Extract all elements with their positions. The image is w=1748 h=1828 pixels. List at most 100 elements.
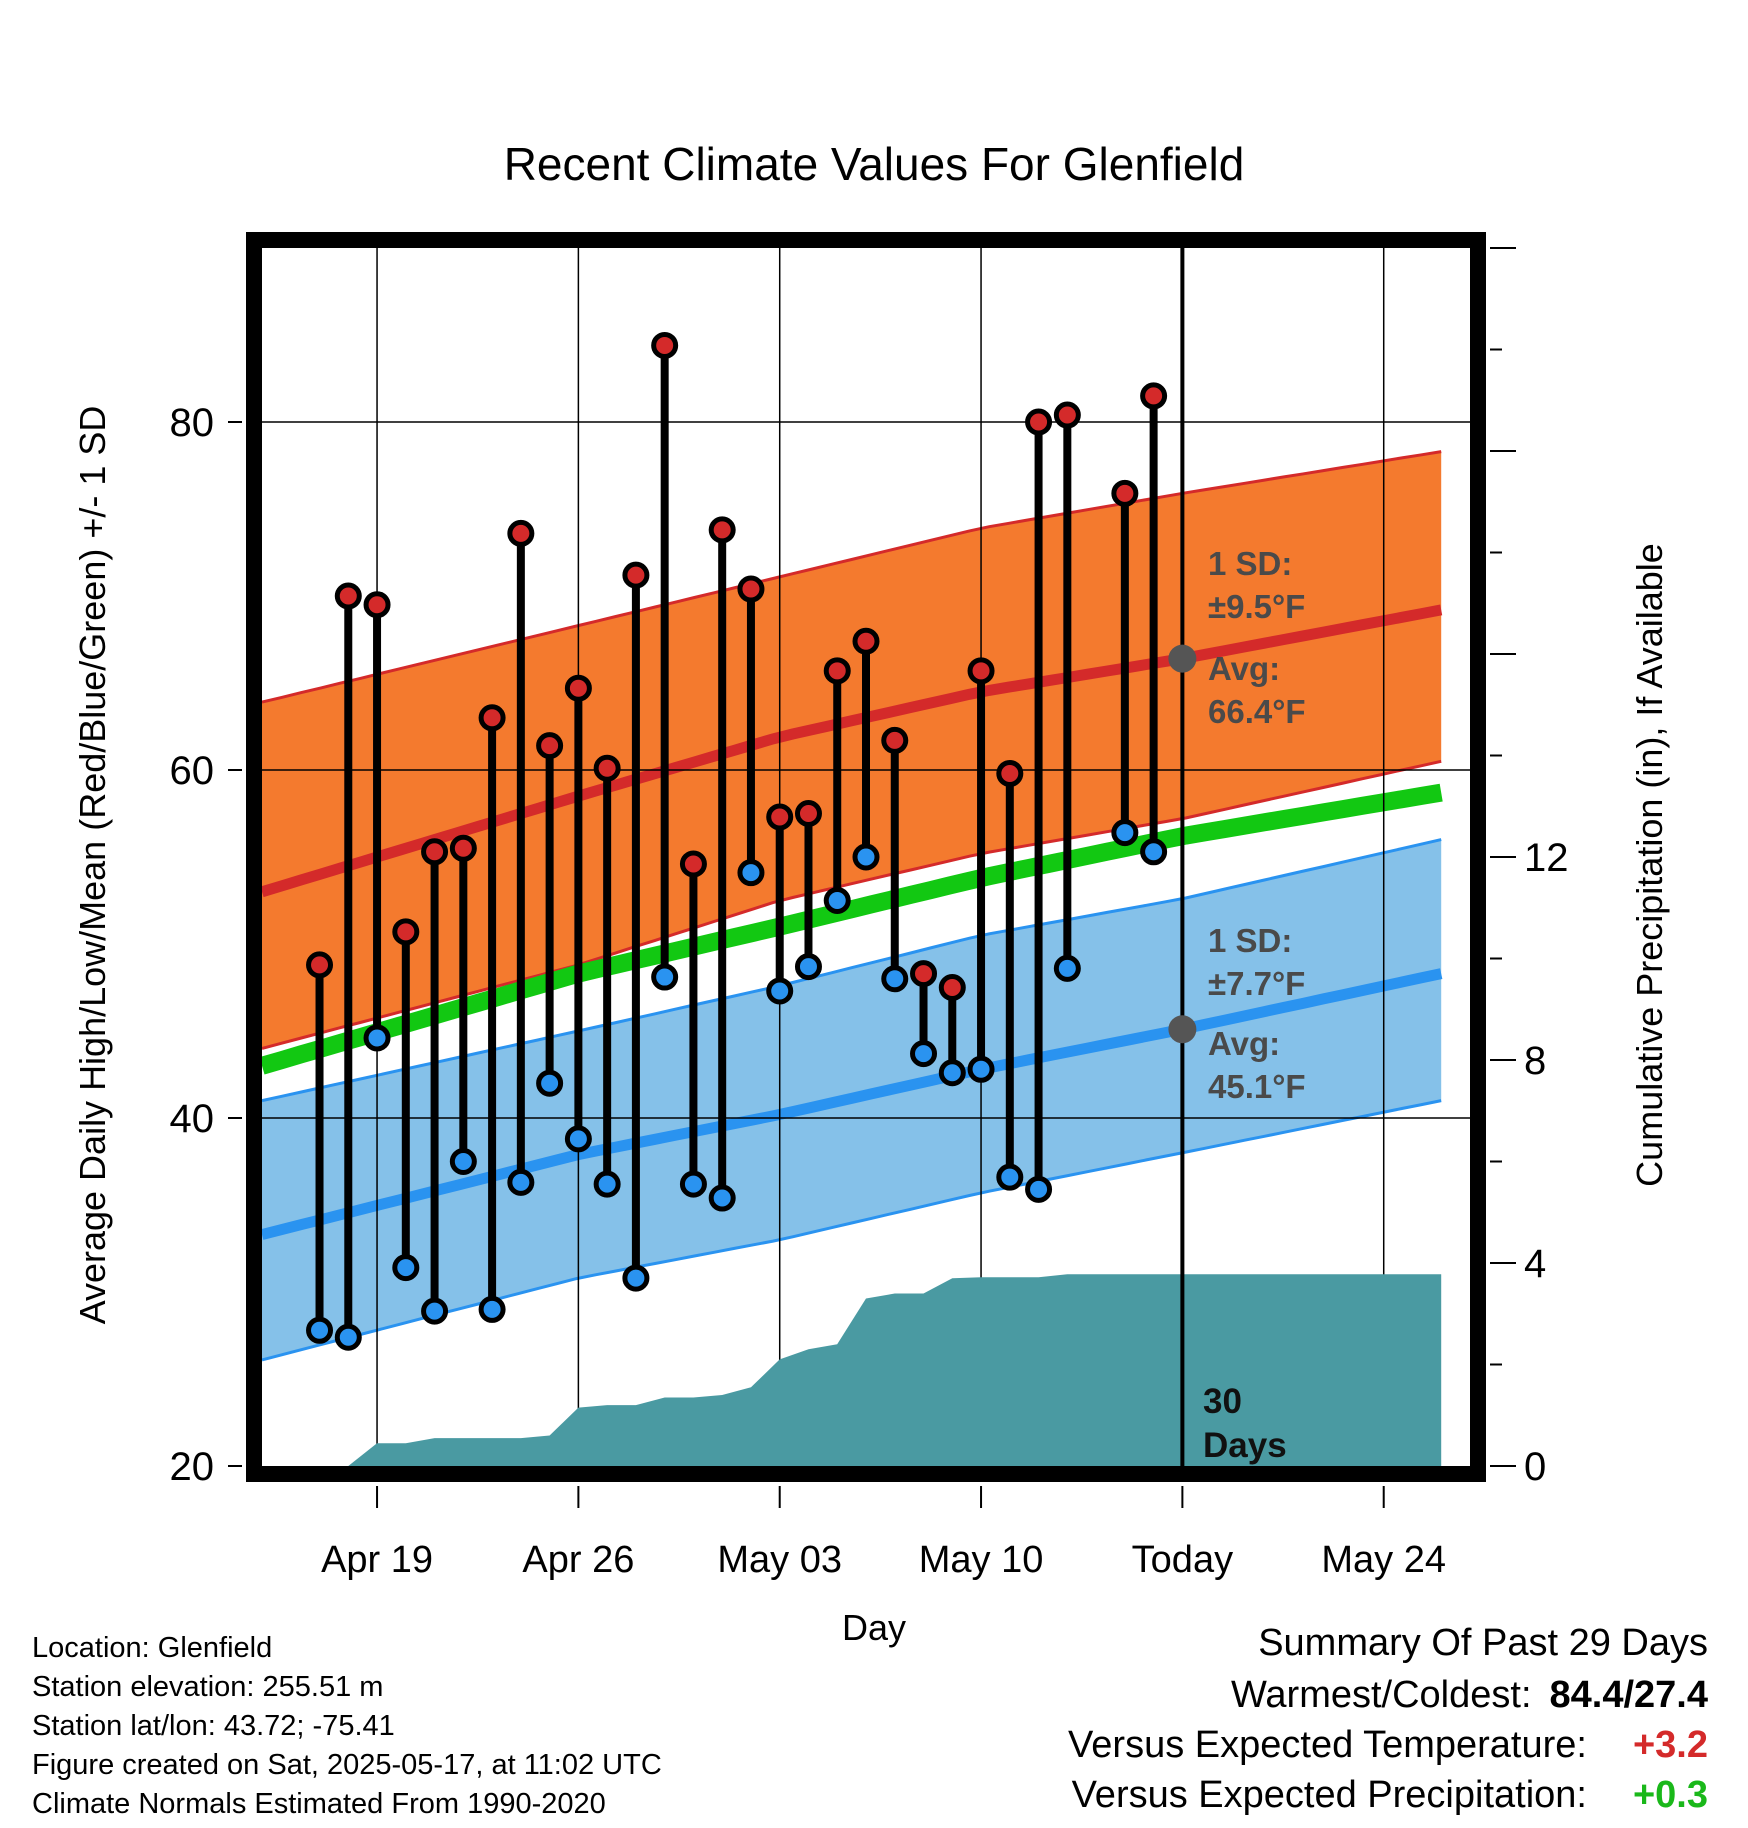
today-high-avg-marker <box>1168 644 1197 673</box>
low-point <box>622 1264 650 1292</box>
high-avg-line <box>260 604 1443 898</box>
high-avg-value: 66.4°F <box>1208 693 1306 730</box>
y2-tick-label: 4 <box>1524 1242 1546 1286</box>
low-point <box>1140 838 1168 866</box>
high-point <box>794 800 822 827</box>
summary-warm-cold: Warmest/Coldest: 84.4/27.4 <box>1231 1674 1708 1717</box>
y-tick-label: 80 <box>170 401 215 445</box>
high-upper-line <box>261 450 1442 704</box>
high-point <box>478 704 506 732</box>
low-point <box>1111 819 1139 847</box>
low-point <box>708 1184 736 1212</box>
plot-frame <box>246 232 1486 1482</box>
footer-elevation: Station elevation: 255.51 m <box>32 1671 384 1703</box>
low-sd-value: ±7.7°F <box>1208 965 1305 1002</box>
low-point <box>1025 1175 1053 1203</box>
low-point <box>536 1069 564 1097</box>
low-point <box>507 1168 535 1196</box>
high-point <box>651 331 679 359</box>
low-point <box>449 1148 477 1175</box>
low-point <box>306 1316 334 1344</box>
high-point <box>421 838 449 866</box>
high-point <box>766 803 794 831</box>
low-upper-line <box>261 838 1442 1103</box>
today-line <box>1168 248 1197 1466</box>
warm-cold-value: 84.4/27.4 <box>1549 1674 1708 1716</box>
precip-label: Versus Expected Precipitation: <box>1071 1774 1587 1816</box>
y2-tick-label: 0 <box>1524 1445 1546 1489</box>
low-point <box>421 1297 449 1325</box>
annotations: 1 SD: ±9.5°F Avg: 66.4°F 1 SD: ±7.7°F Av… <box>1203 545 1306 1465</box>
low-point <box>996 1163 1024 1191</box>
high-point <box>823 657 851 685</box>
footer-latlon: Station lat/lon: 43.72; -75.41 <box>32 1710 395 1742</box>
high-point <box>996 759 1024 787</box>
high-point <box>564 674 592 702</box>
chart-title: Recent Climate Values For Glenfield <box>504 138 1245 190</box>
high-point <box>679 850 707 878</box>
y2-tick-label: 12 <box>1524 836 1569 880</box>
high-point <box>363 591 391 619</box>
low-point <box>478 1295 506 1323</box>
x-tick-label: Apr 26 <box>522 1539 634 1581</box>
high-point <box>334 582 362 610</box>
high-avg-label: Avg: <box>1208 650 1280 687</box>
footer-created: Figure created on Sat, 2025-05-17, at 11… <box>32 1749 662 1781</box>
y-tick-label: 60 <box>170 749 215 793</box>
high-point <box>449 834 477 862</box>
days-count: 30 <box>1203 1382 1242 1421</box>
low-lower-line <box>261 1099 1442 1362</box>
high-point <box>1025 408 1053 436</box>
low-point <box>881 965 909 993</box>
low-sd-label: 1 SD: <box>1208 922 1292 959</box>
low-point <box>910 1040 938 1068</box>
high-point <box>708 516 736 544</box>
low-point <box>737 859 765 887</box>
y-axis-label: Average Daily High/Low/Mean (Red/Blue/Gr… <box>72 406 113 1325</box>
x-tick-label: Today <box>1132 1539 1233 1581</box>
temp-label: Versus Expected Temperature: <box>1068 1724 1587 1766</box>
high-point <box>881 726 909 754</box>
days-word: Days <box>1203 1426 1287 1465</box>
axes: 20 40 60 80 0 4 8 12 Apr 19 Apr 26 May 03 May 10 Tod… <box>170 247 1569 1581</box>
high-point <box>507 519 535 547</box>
precip-value: +0.3 <box>1632 1774 1708 1816</box>
x-tick-label: May 10 <box>919 1539 1044 1581</box>
precipitation-area <box>262 1274 1442 1466</box>
y-tick-label: 20 <box>170 1445 215 1489</box>
high-sd-value: ±9.5°F <box>1208 588 1305 625</box>
summary-precip: Versus Expected Precipitation: +0.3 <box>1072 1774 1708 1817</box>
high-sd-label: 1 SD: <box>1208 545 1292 582</box>
y-tick-label: 40 <box>170 1097 215 1141</box>
daily-bars <box>306 331 1168 1351</box>
summary-heading: Summary Of Past 29 Days <box>1258 1622 1708 1664</box>
low-point <box>651 963 679 991</box>
high-point <box>967 657 995 685</box>
low-point <box>823 887 851 914</box>
normal-bands <box>259 450 1443 1362</box>
plot-border <box>246 232 1486 1482</box>
high-point <box>392 918 420 946</box>
low-point <box>967 1055 995 1083</box>
high-point <box>938 974 966 1001</box>
low-avg-label: Avg: <box>1208 1025 1280 1062</box>
y2-axis-label: Cumulative Precipitation (in), If Availa… <box>1629 543 1670 1187</box>
x-tick-label: Apr 19 <box>321 1539 433 1581</box>
low-point <box>334 1323 362 1351</box>
high-point <box>306 951 334 979</box>
low-point <box>564 1125 592 1153</box>
high-point <box>737 575 765 603</box>
high-lower-line <box>261 759 1442 1050</box>
x-tick-label: May 24 <box>1321 1539 1446 1581</box>
low-point <box>1053 954 1081 982</box>
footer-normals: Climate Normals Estimated From 1990-2020 <box>32 1788 606 1820</box>
y2-tick-label: 8 <box>1524 1039 1546 1083</box>
high-point <box>1111 479 1139 507</box>
low-point <box>852 843 880 871</box>
high-point <box>622 561 650 589</box>
low-point <box>679 1170 707 1198</box>
low-point <box>766 977 794 1005</box>
x-axis-label: Day <box>842 1607 906 1648</box>
high-point <box>536 732 564 760</box>
